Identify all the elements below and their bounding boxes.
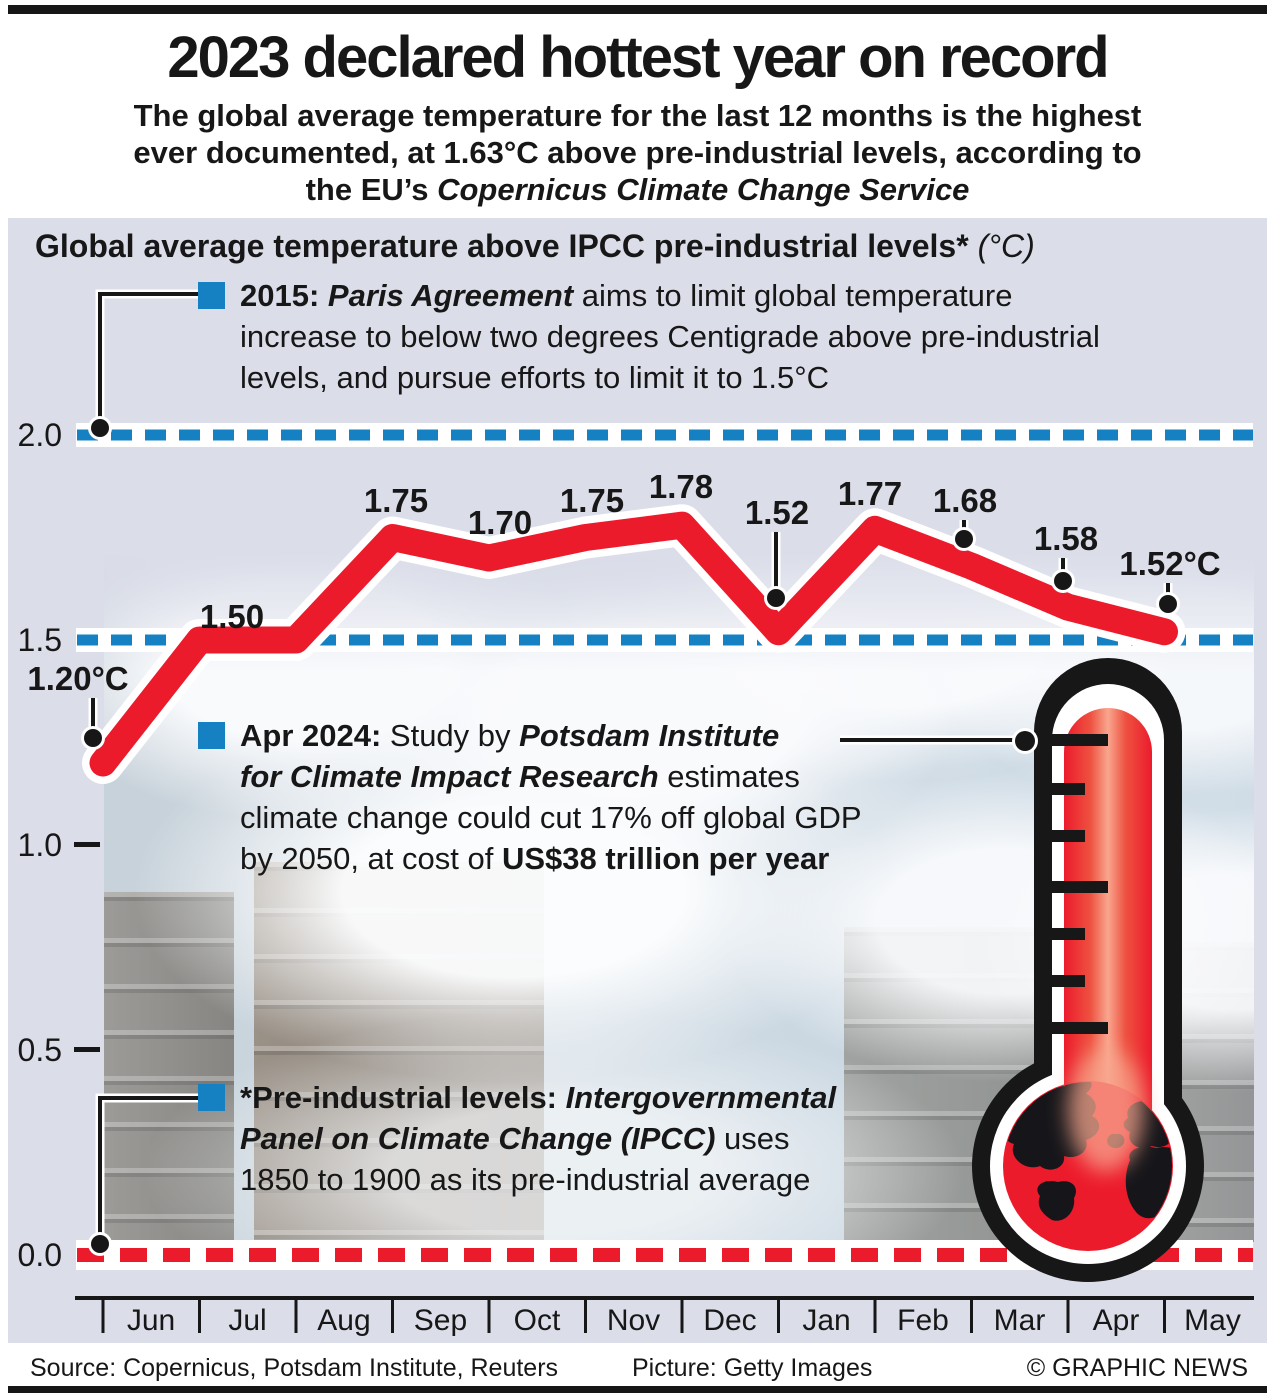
x-axis-months: Jun Jul Aug Sep Oct Nov Dec Jan Feb Mar Apr May [75, 1296, 1254, 1337]
svg-text:Jun: Jun [127, 1304, 175, 1337]
picture-credit: Picture: Getty Images [632, 1354, 873, 1382]
svg-text:Oct: Oct [514, 1304, 561, 1337]
y-axis-labels: 2.0 1.5 1.0 0.5 0.0 [18, 417, 100, 1273]
thermometer-globe-icon [972, 658, 1204, 1282]
svg-text:1.70: 1.70 [468, 504, 532, 541]
svg-text:1.52°C: 1.52°C [1119, 545, 1220, 582]
svg-text:Mar: Mar [994, 1304, 1046, 1337]
svg-text:May: May [1184, 1304, 1241, 1337]
square-bullet-icon [198, 282, 225, 309]
svg-text:1.50: 1.50 [200, 598, 264, 635]
temperature-series-line [82, 504, 1186, 784]
svg-text:Dec: Dec [703, 1304, 756, 1337]
svg-text:Nov: Nov [607, 1304, 660, 1337]
svg-text:1.5: 1.5 [18, 622, 62, 658]
graphic-news-credit: © GRAPHIC NEWS [1026, 1354, 1248, 1382]
svg-text:Jul: Jul [228, 1304, 266, 1337]
svg-text:1.68: 1.68 [933, 482, 997, 519]
svg-text:1.58: 1.58 [1034, 520, 1098, 557]
square-bullet-icon [198, 722, 225, 749]
svg-text:1.20°C: 1.20°C [27, 660, 128, 697]
annotation-preindustrial-note: *Pre-industrial levels: Intergovernmenta… [240, 1080, 837, 1197]
svg-text:Aug: Aug [317, 1304, 370, 1337]
svg-text:1.75: 1.75 [364, 482, 428, 519]
svg-text:1.78: 1.78 [649, 468, 713, 505]
svg-text:Sep: Sep [414, 1304, 467, 1337]
svg-text:0.5: 0.5 [18, 1032, 62, 1068]
top-rule-bar [8, 5, 1267, 14]
page-title: 2023 declared hottest year on record [167, 25, 1109, 90]
subtitle: The global average temperature for the l… [133, 98, 1142, 207]
annotation-potsdam-study: Apr 2024: Study by Potsdam Institute for … [240, 718, 862, 876]
svg-text:Apr: Apr [1093, 1304, 1140, 1337]
svg-text:1.75: 1.75 [560, 482, 624, 519]
square-bullet-icon [198, 1084, 225, 1111]
point-labels: 1.20°C 1.50 1.75 1.70 1.75 1.78 1.52 1.77 1.68 1.… [27, 468, 1221, 750]
svg-text:2.0: 2.0 [18, 417, 62, 453]
svg-text:1.0: 1.0 [18, 827, 62, 863]
callout-connectors [88, 289, 1038, 1256]
annotation-paris-agreement: 2015: Paris Agreement aims to limit glob… [240, 278, 1100, 395]
svg-text:1.52: 1.52 [745, 494, 809, 531]
svg-text:1.77: 1.77 [838, 475, 902, 512]
chart-heading: Global average temperature above IPCC pr… [35, 228, 1035, 264]
svg-text:0.0: 0.0 [18, 1237, 62, 1273]
source-credit: Source: Copernicus, Potsdam Institute, R… [30, 1354, 559, 1382]
bottom-rule-bar [8, 1386, 1267, 1393]
svg-text:Jan: Jan [802, 1304, 850, 1337]
footer: Source: Copernicus, Potsdam Institute, R… [0, 1354, 1275, 1388]
svg-text:Feb: Feb [897, 1304, 949, 1337]
